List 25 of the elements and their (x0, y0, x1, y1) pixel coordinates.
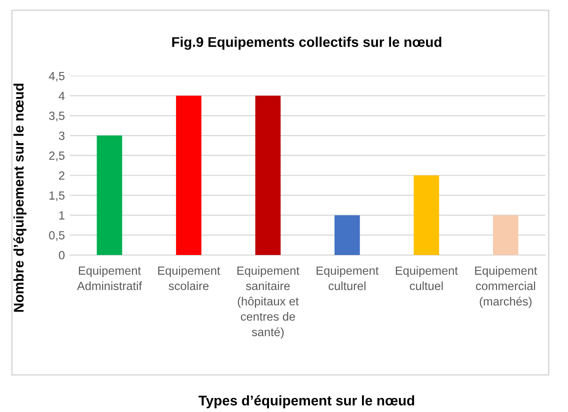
x-tick-label: Equipement culturel (316, 266, 379, 290)
y-tick-label: 4 (58, 92, 65, 100)
y-tick-label: 2,5 (49, 151, 65, 162)
y-tick-label: 3 (58, 132, 64, 140)
bar (492, 215, 518, 256)
bar (414, 175, 440, 256)
x-tick-label: Equipement commercial (marchés) (475, 266, 538, 308)
bar (96, 136, 122, 256)
bar (255, 96, 281, 256)
y-tick-label: 1,5 (49, 191, 65, 202)
bar (334, 215, 360, 256)
y-axis-title: Nombre d’équipement sur le nœud (13, 84, 26, 312)
y-tick-label: 2 (59, 171, 64, 180)
x-tick-label: Equipement cultuel (396, 266, 458, 290)
x-tick-label: Equipement scolaire (158, 266, 220, 290)
y-tick-label: 0 (58, 251, 65, 260)
x-axis-title: Types d’équipement sur le nœud (198, 395, 414, 408)
y-tick-label: 1 (59, 211, 64, 220)
chart-title: Fig.9 Equipements collectifs sur le nœud (172, 36, 442, 50)
bar (176, 96, 202, 256)
y-tick-label: 0,5 (49, 231, 65, 241)
x-tick-label: Equipement sanitaire (hôpitaux et centres de santé) (237, 266, 300, 339)
y-tick-label: 4,5 (48, 72, 65, 82)
y-tick-label: 3,5 (49, 112, 65, 122)
x-tick-label: Equipement Administratif (77, 266, 142, 290)
